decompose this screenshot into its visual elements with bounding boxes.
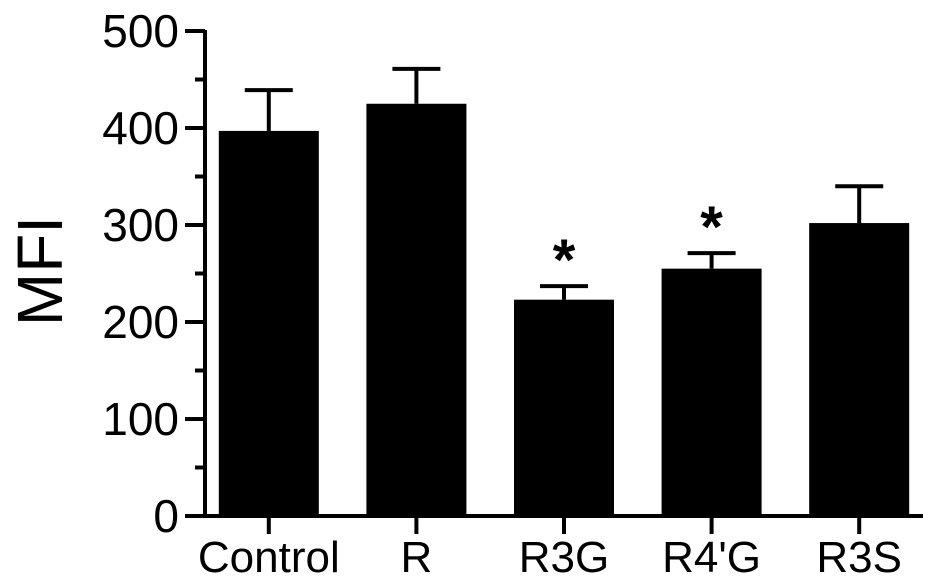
x-tick-label: R3S: [816, 533, 902, 582]
y-tick-label: 500: [102, 5, 179, 57]
y-axis: 0 100 200 300 400 500: [102, 5, 207, 542]
x-axis: [203, 514, 923, 534]
y-axis-label: MFI: [4, 216, 76, 326]
bar: [366, 103, 467, 516]
x-tick-label: R: [401, 533, 433, 582]
y-tick-label: 300: [102, 199, 179, 251]
bar: [661, 268, 762, 516]
x-tick-label: Control: [198, 533, 340, 582]
category-labels: Control R R3G R4'G R3S: [198, 533, 902, 582]
significance-marker: *: [700, 195, 723, 260]
bar: [809, 223, 910, 516]
bar: [514, 299, 614, 516]
y-tick-label: 400: [102, 102, 179, 154]
x-tick-label: R3G: [519, 533, 609, 582]
y-tick-label: 0: [153, 490, 179, 542]
bars: **: [218, 66, 910, 516]
significance-marker: *: [553, 228, 576, 293]
bar: [218, 130, 319, 516]
y-tick-label: 100: [102, 393, 179, 445]
y-tick-label: 200: [102, 296, 179, 348]
x-tick-label: R4'G: [662, 533, 761, 582]
